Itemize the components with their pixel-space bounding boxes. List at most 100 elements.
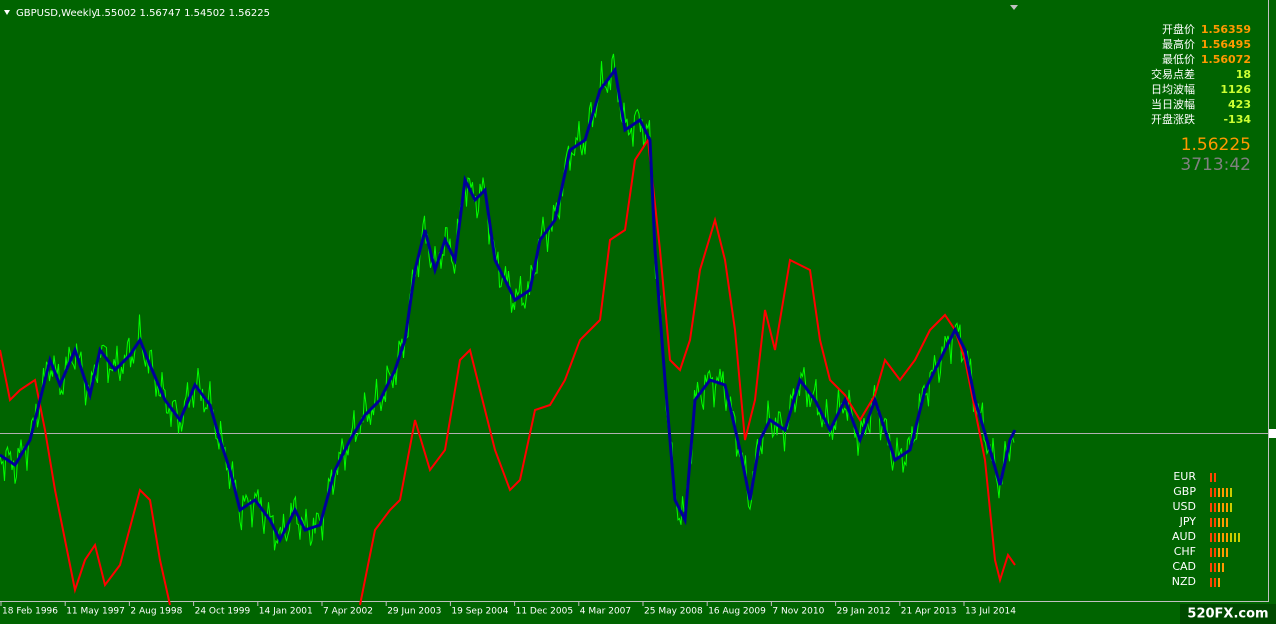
strength-segment	[1234, 533, 1236, 542]
strength-segment	[1222, 548, 1224, 557]
time-label: 13 Jul 2014	[965, 607, 1016, 617]
strength-segment	[1214, 563, 1216, 572]
watermark-bg	[1180, 604, 1276, 624]
strength-bar	[1210, 563, 1224, 572]
info-value: -134	[1223, 113, 1251, 126]
blue-ma-line	[0, 66, 1017, 544]
info-label: 开盘涨跌	[1151, 112, 1195, 126]
strength-segment	[1218, 548, 1220, 557]
strength-segment	[1210, 518, 1212, 527]
time-label: 21 Apr 2013	[901, 607, 957, 617]
strength-segment	[1214, 578, 1216, 587]
time-label: 29 Jun 2003	[387, 607, 441, 617]
strength-segment	[1226, 488, 1228, 497]
info-value: 1126	[1220, 83, 1251, 96]
bid-marker	[1269, 429, 1276, 438]
info-value: 1.56359	[1201, 23, 1251, 36]
current-price: 1.56225	[1181, 135, 1251, 155]
info-value: 423	[1228, 98, 1251, 111]
strength-segment	[1210, 473, 1212, 482]
strength-segment	[1222, 533, 1224, 542]
currency-label: JPY	[1179, 515, 1197, 528]
strength-segment	[1218, 518, 1220, 527]
strength-bar	[1210, 533, 1240, 542]
strength-segment	[1210, 548, 1212, 557]
currency-label: USD	[1172, 500, 1196, 513]
strength-segment	[1230, 533, 1232, 542]
strength-segment	[1222, 503, 1224, 512]
strength-segment	[1222, 518, 1224, 527]
info-label: 最高价	[1162, 37, 1195, 51]
bar-timer: 3713:42	[1180, 155, 1251, 175]
info-panel: 开盘价 1.56359 最高价 1.56495 最低价 1.56072 交易点差 18 日均波幅…	[1151, 22, 1251, 126]
watermark: 520FX.com	[1187, 607, 1268, 622]
strength-segment	[1226, 503, 1228, 512]
strength-segment	[1218, 563, 1220, 572]
time-label: 7 Nov 2010	[772, 607, 824, 617]
time-label: 2 Aug 1998	[130, 607, 182, 617]
symbol: GBPUSD,Weekly	[16, 8, 97, 19]
currency-label: EUR	[1173, 470, 1196, 483]
strength-segment	[1214, 533, 1216, 542]
strength-segment	[1226, 533, 1228, 542]
time-label: 14 Jan 2001	[259, 607, 313, 617]
time-label: 24 Oct 1999	[195, 607, 251, 617]
time-label: 18 Feb 1996	[2, 607, 58, 617]
time-label: 29 Jan 2012	[837, 607, 891, 617]
price-lines	[0, 53, 1017, 606]
strength-segment	[1230, 488, 1232, 497]
currency-label: NZD	[1172, 575, 1196, 588]
strength-segment	[1214, 503, 1216, 512]
time-axis: 18 Feb 1996 11 May 1997 2 Aug 1998 24 Oct 1…	[0, 602, 1016, 617]
red-ma-line	[0, 349, 171, 606]
strength-segment	[1210, 488, 1212, 497]
strength-bar	[1210, 548, 1228, 557]
strength-segment	[1210, 563, 1212, 572]
info-label: 最低价	[1162, 53, 1195, 66]
strength-bar	[1210, 503, 1232, 512]
strength-bar	[1210, 578, 1220, 587]
strength-segment	[1214, 473, 1216, 482]
strength-segment	[1210, 578, 1212, 587]
strength-segment	[1218, 533, 1220, 542]
time-label: 7 Apr 2002	[323, 607, 373, 617]
strength-segment	[1226, 548, 1228, 557]
time-label: 11 Dec 2005	[516, 607, 574, 617]
strength-segment	[1218, 488, 1220, 497]
quote: 1.55002 1.56747 1.54502 1.56225	[95, 8, 270, 19]
currency-label: AUD	[1172, 530, 1196, 543]
strength-segment	[1210, 533, 1212, 542]
red-ma-line	[359, 137, 1016, 606]
time-label: 11 May 1997	[66, 607, 125, 617]
info-value: 18	[1236, 68, 1251, 81]
time-label: 16 Aug 2009	[708, 607, 766, 617]
info-label: 日均波幅	[1151, 83, 1195, 96]
info-label: 交易点差	[1151, 67, 1195, 81]
strength-segment	[1222, 488, 1224, 497]
strength-segment	[1222, 563, 1224, 572]
strength-bar	[1210, 488, 1232, 497]
strength-segment	[1210, 503, 1212, 512]
strength-bar	[1210, 518, 1228, 527]
currency-strength: EUR GBP USD JPY AUD CHF CAD NZD	[1172, 470, 1240, 588]
strength-segment	[1214, 518, 1216, 527]
strength-segment	[1218, 578, 1220, 587]
info-value: 1.56495	[1201, 38, 1251, 51]
strength-bar	[1210, 473, 1216, 482]
info-value: 1.56072	[1201, 53, 1251, 66]
shift-marker	[1010, 5, 1018, 10]
menu-arrow[interactable]	[4, 10, 10, 15]
info-label: 开盘价	[1162, 22, 1195, 36]
currency-label: CAD	[1172, 560, 1196, 573]
currency-label: CHF	[1174, 545, 1196, 558]
strength-segment	[1238, 533, 1240, 542]
strength-segment	[1218, 503, 1220, 512]
time-label: 19 Sep 2004	[451, 607, 508, 617]
strength-segment	[1226, 518, 1228, 527]
time-label: 25 May 2008	[644, 607, 703, 617]
time-label: 4 Mar 2007	[580, 607, 631, 617]
strength-segment	[1214, 488, 1216, 497]
